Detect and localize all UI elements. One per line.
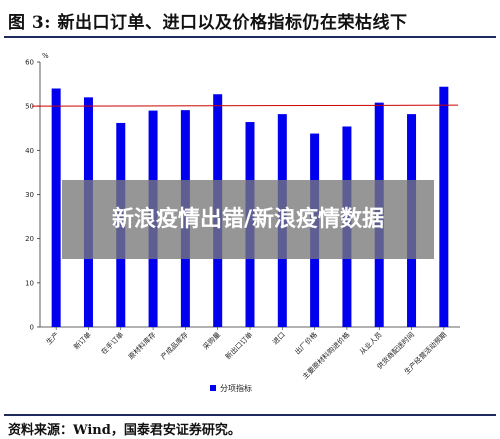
x-tick-label: 采购量 (201, 330, 222, 351)
x-tick-label: 在手订单 (99, 330, 125, 356)
bar (51, 88, 61, 327)
x-tick-label: 产成品库存 (159, 330, 190, 361)
bar (439, 86, 449, 327)
x-tick-label: 出厂价格 (293, 330, 319, 356)
error-overlay: 新浪疫情出错/新浪疫情数据 (62, 180, 434, 259)
chart-legend: 分项指标 (210, 383, 252, 393)
x-axis-labels: 生产 新订单 在手订单 原材料库存 产成品库存 采购量 新出口订单 进口 出厂价格主要原材料购进… (44, 327, 448, 381)
x-tick-label: 从业人员 (357, 330, 383, 356)
y-axis-ticks: 0 10 20 30 40 50 60 (25, 59, 40, 332)
y-axis-label: % (42, 52, 49, 60)
figure-source: 资料来源：Wind，国泰君安证券研究。 (8, 423, 241, 438)
x-tick-label: 新订单 (72, 330, 93, 351)
y-tick-label: 50 (25, 103, 34, 111)
threshold-line-group (31, 104, 459, 107)
y-tick-label: 20 (25, 235, 34, 243)
legend-label: 分项指标 (220, 383, 252, 393)
y-tick-label: 60 (25, 59, 34, 67)
legend-swatch (210, 385, 216, 391)
y-tick-label: 40 (25, 147, 34, 155)
figure-title: 图 3: 新出口订单、进口以及价格指标仍在荣枯线下 (8, 13, 408, 33)
x-tick-label: 新出口订单 (223, 330, 254, 361)
x-tick-label: 进口 (271, 331, 287, 347)
y-tick-label: 0 (30, 324, 34, 332)
x-tick-label: 生产 (44, 330, 60, 346)
threshold-line (31, 104, 459, 107)
y-tick-label: 10 (25, 279, 34, 287)
y-tick-label: 30 (25, 191, 34, 199)
top-rule (4, 36, 496, 38)
bottom-rule (4, 414, 496, 416)
x-tick-label: 原材料库存 (126, 330, 157, 361)
overlay-text: 新浪疫情出错/新浪疫情数据 (111, 206, 385, 232)
